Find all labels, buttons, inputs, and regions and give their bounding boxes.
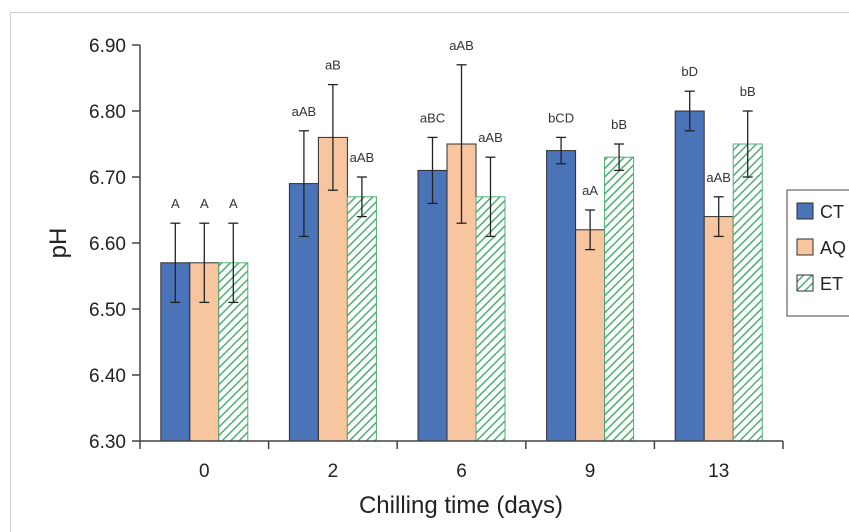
bar-et-9 [604,156,635,442]
x-tick-label: 9 [585,461,596,482]
significance-label: aAB [292,104,317,119]
x-axis-ticks: 0 2 6 9 13 [139,441,784,482]
error-bar-ct-0 [170,222,181,304]
y-tick-label: 6.50 [89,300,126,321]
significance-label: aB [325,58,341,73]
bar-ct-6 [417,169,448,442]
significance-label: bB [611,117,627,132]
legend: CT AQ ET [786,189,849,317]
y-tick-label: 6.40 [89,366,126,387]
y-axis-ticks: 6.30 6.40 6.50 6.60 6.70 6.80 6.90 [89,36,140,453]
error-bar-et-13 [742,110,753,178]
significance-label: aAB [706,170,731,185]
error-bar-ct-6 [427,136,438,205]
significance-label: A [171,196,180,211]
significance-label: A [229,196,238,211]
error-bar-aq-6 [456,64,467,224]
y-tick-label: 6.30 [89,432,126,453]
error-bar-et-0 [228,222,239,304]
significance-label: bB [740,84,756,99]
legend-label-ct: CT [820,202,844,222]
error-bar-ct-13 [684,90,695,132]
legend-swatch-aq [796,238,814,256]
bar-et-6 [475,196,506,442]
y-tick-label: 6.80 [89,102,126,123]
error-bar-et-9 [614,143,625,172]
legend-label-aq: AQ [820,238,846,258]
significance-label: bD [681,64,698,79]
bar-aq-13 [703,216,734,442]
significance-label: aAB [350,150,375,165]
legend-swatch-ct [796,202,814,220]
bar-et-2 [346,196,377,442]
significance-label: aAB [478,130,503,145]
bar-ct-13 [674,110,705,442]
error-bar-ct-2 [298,130,309,238]
significance-label: aAB [449,38,474,53]
significance-label: aA [582,183,598,198]
x-axis-title: Chilling time (days) [359,492,563,519]
chart-frame [10,12,849,532]
error-bar-et-2 [356,176,367,218]
bars-group [160,110,763,442]
x-tick-label: 0 [199,461,210,482]
y-axis-title: pH [45,228,72,259]
y-tick-label: 6.90 [89,36,126,57]
legend-swatch-et [796,274,814,292]
legend-label-et: ET [820,274,843,294]
significance-label: bCD [548,110,574,125]
y-tick-label: 6.60 [89,234,126,255]
bar-ct-9 [546,150,577,442]
bar-et-13 [732,143,763,442]
error-bar-aq-0 [199,222,210,304]
error-bar-aq-13 [713,196,724,238]
error-bar-aq-9 [585,209,596,251]
bar-aq-9 [575,229,606,442]
error-bar-aq-2 [327,83,338,191]
error-bar-et-6 [485,156,496,238]
x-tick-label: 6 [456,461,467,482]
error-bar-ct-9 [556,136,567,165]
x-tick-label: 2 [328,461,339,482]
significance-label: A [200,196,209,211]
significance-label: aBC [420,110,445,125]
y-tick-label: 6.70 [89,168,126,189]
x-tick-label: 13 [708,461,729,482]
error-bars-group [170,64,753,304]
